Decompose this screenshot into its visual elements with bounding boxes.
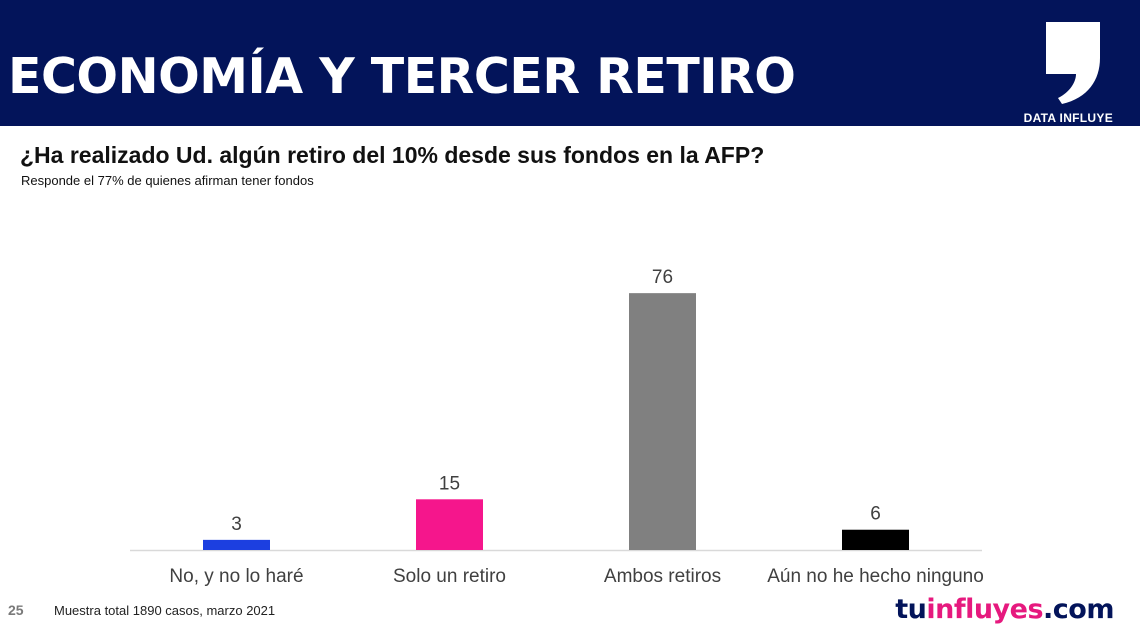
category-label-4: Aún no he hecho ninguno bbox=[767, 566, 984, 587]
brand-part-2: influyes bbox=[926, 594, 1044, 625]
bar-chart: 3 No, y no lo haré 15 Solo un retiro 76 Ambos… bbox=[130, 267, 984, 587]
comma-logo-icon bbox=[1046, 22, 1100, 104]
data-label-4: 6 bbox=[870, 504, 881, 525]
logo-text: DATA INFLUYE bbox=[1023, 111, 1113, 125]
question-title: ¿Ha realizado Ud. algún retiro del 10% d… bbox=[20, 142, 765, 168]
category-label-3: Ambos retiros bbox=[604, 566, 721, 587]
data-label-1: 3 bbox=[231, 514, 242, 535]
data-label-2: 15 bbox=[439, 473, 460, 494]
sample-note: Muestra total 1890 casos, marzo 2021 bbox=[54, 603, 276, 618]
bar-3 bbox=[629, 293, 696, 550]
brand-part-3: .com bbox=[1043, 594, 1114, 625]
category-label-1: No, y no lo haré bbox=[169, 566, 303, 587]
header-banner: ECONOMÍA Y TERCER RETIRO DATA INFLUYE bbox=[0, 0, 1140, 128]
question-subtitle: Responde el 77% de quienes afirman tener… bbox=[21, 173, 314, 188]
bar-1 bbox=[203, 539, 270, 550]
data-label-3: 76 bbox=[652, 267, 673, 288]
page-number: 25 bbox=[8, 602, 24, 618]
brand-logo: tuinfluyes.com bbox=[895, 594, 1114, 625]
brand-part-1: tu bbox=[895, 594, 927, 625]
bar-2 bbox=[416, 499, 483, 550]
category-label-2: Solo un retiro bbox=[393, 566, 506, 587]
page-title: ECONOMÍA Y TERCER RETIRO bbox=[8, 48, 796, 105]
bar-4 bbox=[842, 529, 909, 550]
